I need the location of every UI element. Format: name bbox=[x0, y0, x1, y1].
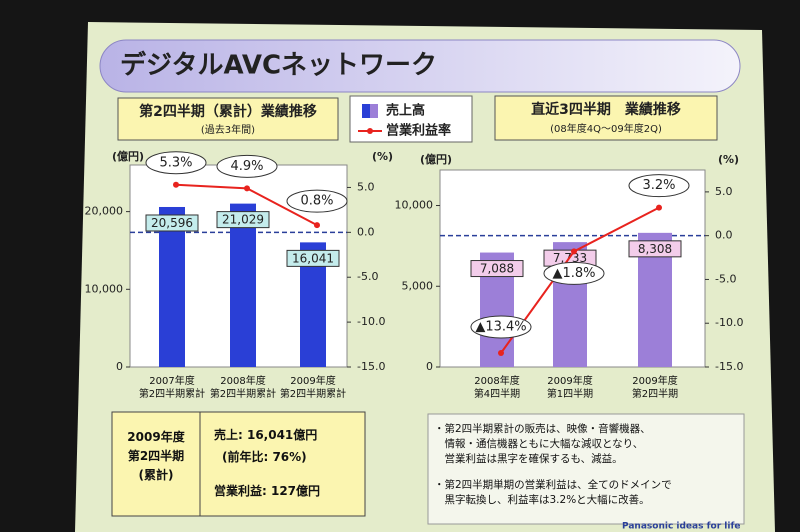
legend-marker bbox=[367, 128, 373, 134]
x-tick-label: 2009年度 第2四半期累計 bbox=[279, 376, 347, 400]
bar-label-box bbox=[628, 240, 682, 258]
line-label: 5.3% bbox=[159, 155, 192, 170]
y2-tick-label: -5.0 bbox=[715, 272, 736, 285]
summary-sales: 売上: 16,041億円 bbox=[214, 428, 318, 442]
note: ・第2四半期単期の営業利益は、全てのドメインで 黒字転換し、利益率は3.2%と大… bbox=[434, 479, 672, 506]
note: ・第2四半期累計の販売は、映像・音響機器、 情報・通信機器ともに大幅な減収となり… bbox=[434, 423, 651, 465]
chart2-title: 直近3四半期 業績推移 bbox=[531, 101, 681, 118]
slide-title: デジタルAVCネットワーク bbox=[120, 50, 437, 81]
line-label: ▲13.4% bbox=[475, 319, 526, 334]
bar-label-box bbox=[286, 249, 340, 267]
line-label: 3.2% bbox=[642, 178, 675, 193]
bar bbox=[159, 206, 185, 367]
legend-swatch bbox=[362, 104, 370, 118]
line-label-oval bbox=[628, 174, 690, 198]
chart2-title-box bbox=[494, 95, 718, 141]
y2-axis-unit: (%) bbox=[718, 153, 739, 166]
line-marker bbox=[314, 222, 320, 229]
y2-tick-label: -15.0 bbox=[715, 360, 743, 373]
y2-tick-label: 0.0 bbox=[715, 229, 733, 242]
x-tick-label: 2009年度 第1四半期 bbox=[546, 376, 594, 400]
chart1-title-box bbox=[117, 97, 339, 141]
x-tick-label: 2008年度 第4四半期 bbox=[473, 376, 521, 400]
line-marker bbox=[498, 349, 504, 356]
line-label-oval bbox=[286, 189, 348, 213]
bar-label-box bbox=[216, 211, 270, 229]
y-tick-label: 20,000 bbox=[85, 205, 124, 218]
line-label: 4.9% bbox=[230, 159, 263, 174]
line-label-oval bbox=[145, 151, 207, 175]
y-axis-unit: (億円) bbox=[420, 152, 452, 166]
line-label-oval bbox=[216, 154, 278, 178]
slide-background bbox=[75, 22, 775, 532]
summary-yoy: (前年比: 76%) bbox=[222, 450, 307, 464]
bar-label-box bbox=[470, 260, 524, 278]
line-label: ▲1.8% bbox=[552, 266, 595, 281]
line-marker bbox=[173, 181, 179, 188]
notes-box bbox=[427, 413, 745, 525]
bar-label: 8,308 bbox=[638, 242, 672, 256]
chart1-title: 第2四半期（累計）業績推移 bbox=[139, 103, 317, 120]
y-tick-label: 10,000 bbox=[85, 282, 124, 295]
bar-label: 16,041 bbox=[292, 251, 334, 265]
y2-tick-label: -5.0 bbox=[357, 270, 378, 283]
summary-period: 2009年度 第2四半期 (累計) bbox=[127, 430, 185, 482]
y2-tick-label: -10.0 bbox=[715, 316, 743, 329]
summary-profit: 営業利益: 127億円 bbox=[214, 484, 321, 498]
legend bbox=[349, 95, 473, 143]
line-label-oval bbox=[470, 315, 532, 339]
bar bbox=[230, 203, 256, 367]
y-tick-label: 0 bbox=[116, 360, 123, 373]
bar-label: 21,029 bbox=[222, 213, 264, 227]
x-tick-label: 2009年度 第2四半期 bbox=[631, 376, 679, 400]
y2-tick-label: -15.0 bbox=[357, 360, 385, 373]
legend-label: 売上高 bbox=[386, 103, 425, 119]
legend-label: 営業利益率 bbox=[386, 123, 451, 139]
x-tick-label: 2008年度 第2四半期累計 bbox=[209, 376, 277, 400]
y2-tick-label: -10.0 bbox=[357, 315, 385, 328]
bar-label-box bbox=[145, 214, 199, 232]
y2-axis-unit: (%) bbox=[372, 150, 393, 163]
y-tick-label: 0 bbox=[426, 360, 433, 373]
y-tick-label: 10,000 bbox=[395, 199, 434, 212]
line-marker bbox=[571, 248, 577, 255]
x-tick-label: 2007年度 第2四半期累計 bbox=[138, 376, 206, 400]
line-marker bbox=[656, 204, 662, 211]
bar-label: 20,596 bbox=[151, 216, 193, 230]
line-label-oval bbox=[543, 261, 605, 285]
line-label: 0.8% bbox=[300, 194, 333, 209]
y2-tick-label: 0.0 bbox=[357, 225, 375, 238]
chart1-subtitle: (過去3年間) bbox=[201, 123, 255, 136]
y2-tick-label: 5.0 bbox=[715, 185, 733, 198]
y-axis-unit: (億円) bbox=[112, 149, 144, 163]
chart2-subtitle: (08年度4Q〜09年度2Q) bbox=[550, 122, 662, 135]
y2-tick-label: 5.0 bbox=[357, 180, 375, 193]
bar-label: 7,088 bbox=[480, 262, 514, 276]
title-bar bbox=[99, 39, 741, 93]
footer: Panasonic ideas for life bbox=[622, 522, 740, 532]
summary-box bbox=[111, 411, 366, 517]
legend-swatch bbox=[370, 104, 378, 118]
line-marker bbox=[244, 185, 250, 192]
y-tick-label: 5,000 bbox=[402, 279, 434, 292]
